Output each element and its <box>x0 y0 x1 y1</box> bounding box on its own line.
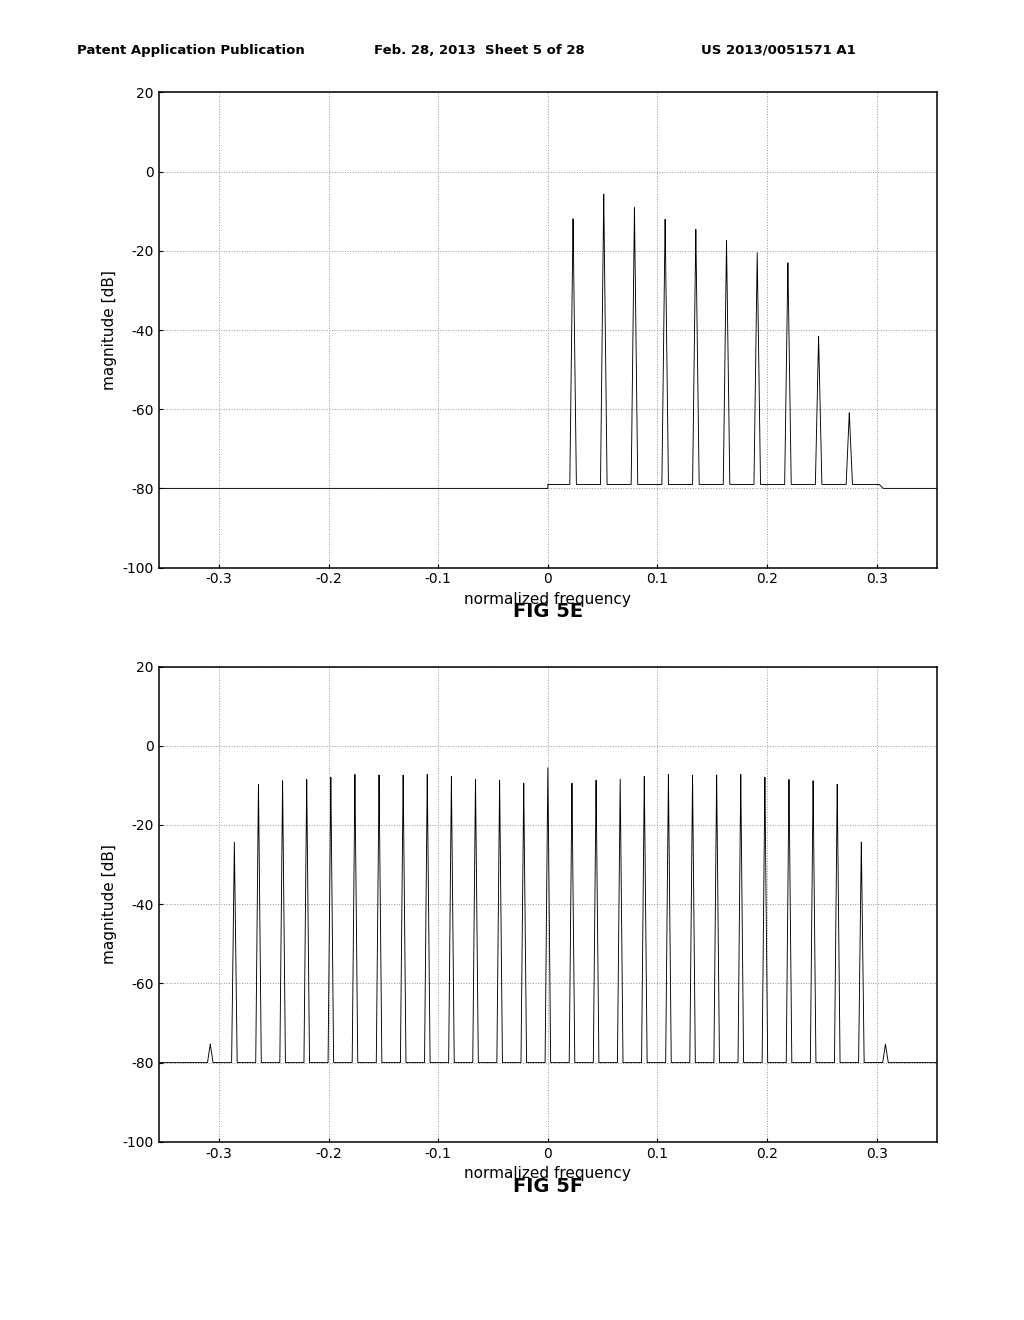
X-axis label: normalized frequency: normalized frequency <box>465 1166 631 1181</box>
X-axis label: normalized frequency: normalized frequency <box>465 591 631 607</box>
Y-axis label: magnitude [dB]: magnitude [dB] <box>102 271 117 389</box>
Text: US 2013/0051571 A1: US 2013/0051571 A1 <box>701 44 856 57</box>
Text: Feb. 28, 2013  Sheet 5 of 28: Feb. 28, 2013 Sheet 5 of 28 <box>374 44 585 57</box>
Text: FIG 5F: FIG 5F <box>513 1177 583 1196</box>
Text: Patent Application Publication: Patent Application Publication <box>77 44 304 57</box>
Text: FIG 5E: FIG 5E <box>513 602 583 620</box>
Y-axis label: magnitude [dB]: magnitude [dB] <box>102 845 117 964</box>
